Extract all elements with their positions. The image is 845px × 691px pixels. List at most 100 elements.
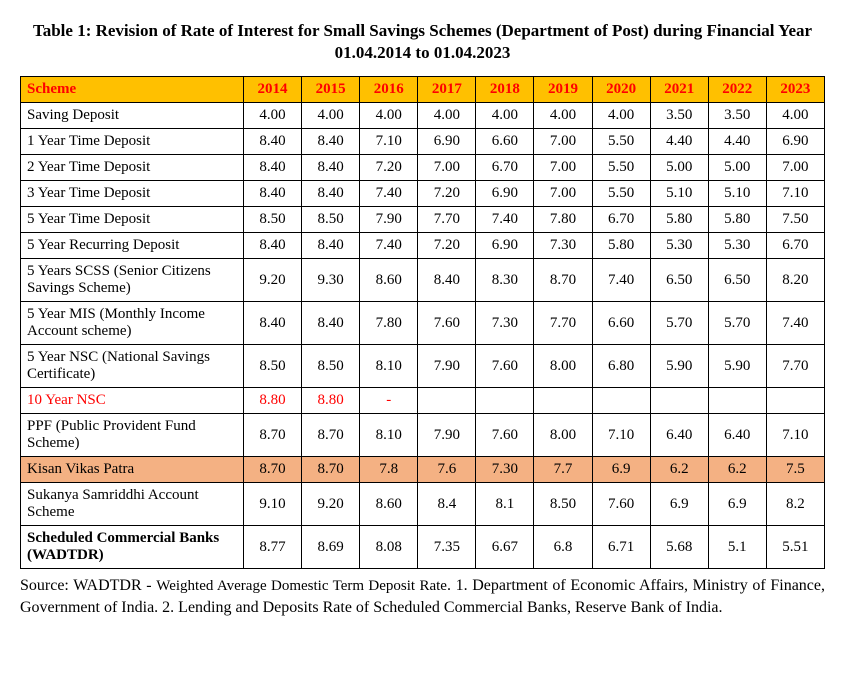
scheme-name: 1 Year Time Deposit [21, 129, 244, 155]
rate-value: 7.20 [360, 155, 418, 181]
rate-value: 4.00 [244, 103, 302, 129]
table-row: 1 Year Time Deposit8.408.407.106.906.607… [21, 129, 825, 155]
rate-value: 6.9 [592, 457, 650, 483]
rate-value: 8.40 [244, 181, 302, 207]
source-wadtdr: Weighted Average Domestic Term Deposit R… [156, 578, 447, 594]
rate-value: 8.00 [534, 345, 592, 388]
rate-value: 7.35 [418, 526, 476, 569]
rate-value: 7.60 [476, 345, 534, 388]
rate-value: 8.2 [766, 483, 824, 526]
table-row: 5 Year NSC (National Savings Certificate… [21, 345, 825, 388]
rate-value: 8.40 [302, 233, 360, 259]
rate-value: 6.70 [766, 233, 824, 259]
rate-value: 8.60 [360, 483, 418, 526]
scheme-name: Saving Deposit [21, 103, 244, 129]
rate-value: 7.30 [534, 233, 592, 259]
rate-value: 7.10 [766, 181, 824, 207]
rate-value: 9.30 [302, 259, 360, 302]
rate-value: 5.00 [650, 155, 708, 181]
rate-value: 4.00 [418, 103, 476, 129]
rate-value: 8.1 [476, 483, 534, 526]
col-year: 2022 [708, 77, 766, 103]
rate-value: 6.40 [708, 414, 766, 457]
rate-value: 7.10 [766, 414, 824, 457]
rate-value: 8.50 [244, 207, 302, 233]
rate-value: 7.30 [476, 457, 534, 483]
rate-value [418, 388, 476, 414]
col-year: 2023 [766, 77, 824, 103]
rate-value: 7.70 [534, 302, 592, 345]
col-year: 2017 [418, 77, 476, 103]
rate-value: 6.2 [708, 457, 766, 483]
rate-value: 8.50 [244, 345, 302, 388]
rate-value: 6.40 [650, 414, 708, 457]
rate-value: 5.80 [592, 233, 650, 259]
rate-value: 3.50 [650, 103, 708, 129]
rate-value: 6.8 [534, 526, 592, 569]
rate-value: 8.70 [244, 414, 302, 457]
rate-value: 6.60 [592, 302, 650, 345]
rate-value: 5.51 [766, 526, 824, 569]
rate-value: 5.68 [650, 526, 708, 569]
rate-value: 6.70 [476, 155, 534, 181]
rate-value: 5.50 [592, 181, 650, 207]
rate-value: 6.80 [592, 345, 650, 388]
rate-value: 7.80 [534, 207, 592, 233]
rate-value: 7.20 [418, 233, 476, 259]
col-year: 2014 [244, 77, 302, 103]
rate-value: 7.00 [766, 155, 824, 181]
rate-value: 5.90 [650, 345, 708, 388]
rate-value: 5.10 [650, 181, 708, 207]
rate-value: 7.80 [360, 302, 418, 345]
rate-value: 8.50 [302, 345, 360, 388]
rate-value: 5.90 [708, 345, 766, 388]
rate-value: 6.60 [476, 129, 534, 155]
rate-value: 8.77 [244, 526, 302, 569]
rate-value: 8.80 [244, 388, 302, 414]
rate-value: 5.30 [650, 233, 708, 259]
rate-value: 8.40 [302, 155, 360, 181]
rate-value: 6.90 [418, 129, 476, 155]
rate-value: 6.90 [476, 233, 534, 259]
rate-value [476, 388, 534, 414]
col-scheme: Scheme [21, 77, 244, 103]
rate-value: 8.40 [302, 129, 360, 155]
table-row: 5 Year Recurring Deposit8.408.407.407.20… [21, 233, 825, 259]
rate-value: 8.10 [360, 345, 418, 388]
rate-value: 6.70 [592, 207, 650, 233]
rate-value: 7.20 [418, 181, 476, 207]
interest-rate-table: Scheme2014201520162017201820192020202120… [20, 76, 825, 569]
col-year: 2021 [650, 77, 708, 103]
rate-value: 8.80 [302, 388, 360, 414]
rate-value: 8.08 [360, 526, 418, 569]
scheme-name: 3 Year Time Deposit [21, 181, 244, 207]
col-year: 2015 [302, 77, 360, 103]
rate-value: 8.50 [534, 483, 592, 526]
rate-value: 8.4 [418, 483, 476, 526]
rate-value: 7.00 [534, 155, 592, 181]
col-year: 2018 [476, 77, 534, 103]
col-year: 2016 [360, 77, 418, 103]
scheme-name: Kisan Vikas Patra [21, 457, 244, 483]
rate-value [650, 388, 708, 414]
scheme-name: 5 Year NSC (National Savings Certificate… [21, 345, 244, 388]
rate-value: 5.50 [592, 155, 650, 181]
rate-value: 9.20 [244, 259, 302, 302]
rate-value: 7.90 [360, 207, 418, 233]
scheme-name: 5 Year Time Deposit [21, 207, 244, 233]
rate-value: 6.90 [766, 129, 824, 155]
rate-value: 8.40 [302, 181, 360, 207]
rate-value: 7.10 [592, 414, 650, 457]
rate-value: 6.50 [650, 259, 708, 302]
rate-value: 7.50 [766, 207, 824, 233]
rate-value [592, 388, 650, 414]
rate-value [708, 388, 766, 414]
rate-value: 6.50 [708, 259, 766, 302]
rate-value: 9.20 [302, 483, 360, 526]
rate-value: 7.90 [418, 345, 476, 388]
scheme-name: PPF (Public Provident Fund Scheme) [21, 414, 244, 457]
rate-value: 9.10 [244, 483, 302, 526]
table-row: 5 Years SCSS (Senior Citizens Savings Sc… [21, 259, 825, 302]
rate-value: 8.69 [302, 526, 360, 569]
rate-value: 7.30 [476, 302, 534, 345]
